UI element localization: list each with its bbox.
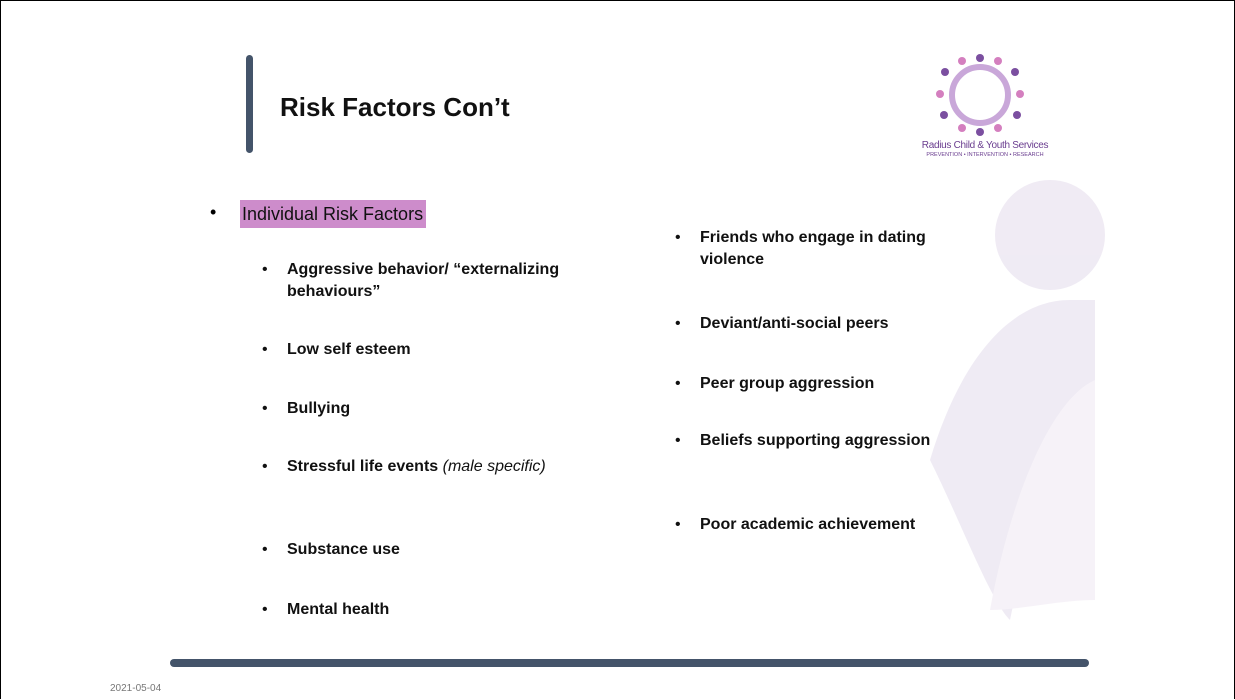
item-emphasis: (male specific) [443,458,546,475]
list-item: •Poor academic achievement [700,514,950,536]
item-text: Deviant/anti-social peers [700,315,889,332]
list-item: •Bullying [287,398,587,420]
bullet: • [675,313,681,335]
item-text: Poor academic achievement [700,516,915,533]
item-text: Mental health [287,601,389,618]
bullet: • [675,227,681,249]
list-item: •Mental health [287,599,587,621]
list-item: •Stressful life events (male specific) [287,456,587,478]
logo-name: Radius Child & Youth Services [900,140,1070,151]
item-text: Peer group aggression [700,375,874,392]
list-item: •Peer group aggression [700,373,950,395]
bullet: • [675,514,681,536]
list-item: •Friends who engage in dating violence [700,227,950,271]
bullet: • [675,430,681,452]
list-item: •Substance use [287,539,587,561]
logo-tagline: PREVENTION • INTERVENTION • RESEARCH [900,152,1070,158]
bullet: • [262,599,268,621]
list-item: •Deviant/anti-social peers [700,313,950,335]
section-heading: Individual Risk Factors [240,200,426,228]
bullet: • [262,539,268,561]
bullet: • [262,339,268,361]
logo-mark [936,54,1024,136]
list-item: •Low self esteem [287,339,587,361]
bullet: • [210,202,216,223]
item-text: Bullying [287,400,350,417]
item-text: Low self esteem [287,341,411,358]
date: 2021-05-04 [110,683,161,694]
decoration [0,0,1235,700]
list-item: •Beliefs supporting aggression [700,430,950,452]
title-accent [246,55,253,153]
item-text: Substance use [287,541,400,558]
list-item: •Aggressive behavior/ “externalizing beh… [287,259,587,303]
slide-title: Risk Factors Con’t [280,92,510,123]
footer-bar [170,659,1089,667]
item-text: Friends who engage in dating violence [700,229,926,268]
bullet: • [675,373,681,395]
bullet: • [262,259,268,281]
item-text: Beliefs supporting aggression [700,432,930,449]
slide: Risk Factors Con’t Radius Child & Youth … [0,0,1235,700]
bullet: • [262,456,268,478]
item-text: Aggressive behavior/ “externalizing beha… [287,261,559,300]
bullet: • [262,398,268,420]
item-text: Stressful life events [287,458,438,475]
